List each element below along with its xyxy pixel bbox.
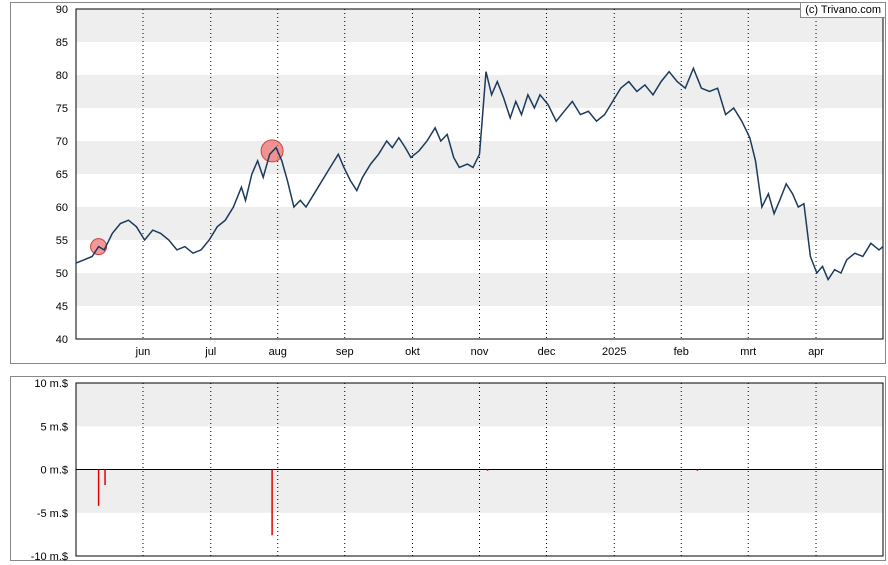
svg-text:80: 80: [56, 70, 68, 82]
svg-text:60: 60: [56, 202, 68, 214]
price-chart: 40 45 50 55 60 65 70 75 80 85 90 jun jul aug sep okt nov…: [10, 2, 886, 364]
svg-text:75: 75: [56, 103, 68, 115]
svg-text:jun: jun: [135, 346, 151, 358]
svg-text:mrt: mrt: [740, 346, 756, 358]
svg-text:85: 85: [56, 37, 68, 49]
svg-text:sep: sep: [336, 346, 354, 358]
svg-text:45: 45: [56, 301, 68, 313]
svg-text:dec: dec: [538, 346, 556, 358]
svg-text:65: 65: [56, 169, 68, 181]
svg-text:apr: apr: [808, 346, 824, 358]
svg-text:aug: aug: [269, 346, 287, 358]
svg-text:feb: feb: [674, 346, 689, 358]
svg-text:2025: 2025: [602, 346, 626, 358]
svg-text:5 m.$: 5 m.$: [40, 421, 68, 433]
svg-text:nov: nov: [471, 346, 489, 358]
svg-text:jul: jul: [204, 346, 216, 358]
attribution-label: (c) Trivano.com: [800, 2, 886, 18]
svg-text:okt: okt: [405, 346, 420, 358]
svg-text:90: 90: [56, 4, 68, 16]
svg-text:40: 40: [56, 334, 68, 346]
volume-chart: -10 m.$ -5 m.$ 0 m.$ 5 m.$ 10 m.$: [10, 376, 886, 561]
svg-text:-10 m.$: -10 m.$: [31, 551, 68, 562]
svg-text:0 m.$: 0 m.$: [40, 465, 68, 477]
svg-text:70: 70: [56, 136, 68, 148]
svg-text:55: 55: [56, 235, 68, 247]
svg-text:50: 50: [56, 268, 68, 280]
svg-text:-5 m.$: -5 m.$: [37, 508, 68, 520]
svg-text:10 m.$: 10 m.$: [34, 378, 68, 390]
